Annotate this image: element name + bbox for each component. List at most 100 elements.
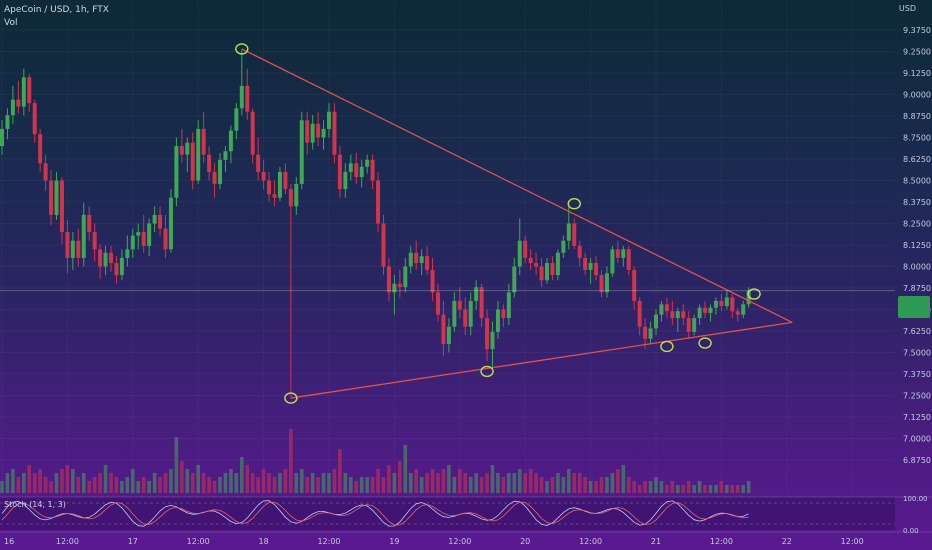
volume-bar — [387, 465, 391, 493]
candle-body — [555, 252, 560, 276]
volume-bar — [343, 473, 348, 493]
candle-body — [626, 249, 631, 270]
volume-bar — [485, 473, 489, 493]
candle-body — [408, 252, 413, 267]
candle-body — [49, 180, 54, 215]
volume-bar — [626, 477, 631, 493]
volume-bar — [180, 461, 184, 493]
volume-bar — [697, 481, 702, 493]
time-axis: 16 12:00 17 12:00 18 12:00 19 12:00 20 12:00 21 12:… — [0, 531, 932, 546]
candle-body — [501, 309, 506, 319]
volume-bar — [643, 481, 647, 493]
volume-bar — [392, 473, 397, 493]
candle-body — [588, 263, 593, 270]
price-tick-label: 7.0000 — [903, 435, 931, 444]
candle-body — [397, 283, 402, 288]
price-tick-label: 7.1250 — [903, 413, 931, 422]
volume-bar — [501, 477, 506, 493]
volume-bar — [632, 481, 636, 493]
candle-body — [381, 223, 386, 267]
pivot-markers — [235, 43, 761, 404]
volume-bar — [60, 469, 64, 493]
volume-bar — [98, 473, 102, 493]
candle-body — [332, 111, 337, 155]
candle-body — [534, 263, 539, 267]
volume-label: Vol — [4, 18, 18, 28]
candle-body — [305, 120, 310, 143]
candle-body — [648, 328, 653, 339]
volume-bar — [725, 485, 729, 493]
volume-bar — [16, 477, 21, 493]
stoch-label: Stoch (14, 1, 3) — [4, 500, 66, 509]
candle-body — [223, 151, 228, 160]
stoch-k-line — [1, 500, 749, 527]
volume-bar — [610, 473, 615, 493]
volume-bar — [686, 481, 691, 493]
candle-body — [103, 252, 108, 267]
candle-body — [125, 249, 130, 258]
volume-bar — [719, 481, 724, 493]
time-tick-label: 12:00 — [317, 537, 340, 546]
volume-bar — [163, 473, 168, 493]
candle-body — [256, 154, 261, 172]
candle-body — [659, 304, 664, 315]
candle-body — [545, 263, 549, 281]
volume-bar — [158, 477, 162, 493]
volume-bar — [283, 469, 288, 493]
volume-bar — [354, 481, 359, 493]
volume-bar — [637, 485, 642, 493]
volume-bar — [512, 473, 517, 493]
volume-bar — [654, 477, 658, 493]
time-tick-label: 12:00 — [56, 537, 79, 546]
candle-body — [479, 287, 484, 319]
candle-body — [376, 180, 381, 224]
price-tick-label: 8.8750 — [903, 112, 931, 121]
volume-bar — [708, 485, 713, 493]
candle-body — [130, 235, 135, 250]
volume-bar — [256, 477, 260, 493]
price-axis: 9.3750 9.2500 9.1250 9.0000 8.8750 8.7500 8.62… — [903, 26, 931, 465]
time-tick-label: 12:00 — [187, 537, 210, 546]
candle-body — [741, 304, 746, 315]
volume-bar — [332, 469, 337, 493]
candle-body — [179, 146, 184, 155]
volume-bar — [474, 473, 478, 493]
volume-bar — [223, 473, 228, 493]
volume-bar — [670, 481, 675, 493]
volume-bar — [605, 477, 609, 493]
volume-bar — [338, 449, 342, 493]
upper-resistance-line — [241, 48, 793, 323]
time-tick-label: 22 — [782, 537, 792, 546]
candle-body — [474, 287, 479, 301]
volume-bar — [572, 473, 577, 493]
volume-bar — [81, 473, 86, 493]
volume-bar — [109, 473, 113, 493]
candle-body — [294, 183, 299, 207]
volume-bar — [381, 477, 386, 493]
volume-bar — [730, 485, 735, 493]
candlesticks — [0, 49, 751, 398]
volume-bar — [141, 477, 146, 493]
volume-bar — [359, 477, 364, 493]
volume-bar — [305, 477, 309, 493]
volume-bar — [594, 481, 598, 493]
candle-body — [495, 309, 500, 332]
volume-bar — [22, 473, 26, 493]
candle-body — [654, 314, 658, 329]
candle-body — [615, 249, 620, 258]
candle-body — [643, 326, 648, 339]
volume-bar — [665, 485, 669, 493]
candle-body — [321, 128, 326, 138]
price-tick-label: 7.2500 — [903, 392, 931, 401]
candle-body — [245, 85, 250, 112]
currency-label: USD — [898, 4, 916, 13]
candle-body — [539, 266, 544, 281]
stoch-d-line — [1, 501, 749, 526]
price-tick-label: 9.1250 — [903, 69, 931, 78]
volume-bar — [54, 473, 59, 493]
candle-body — [436, 292, 440, 315]
candle-body — [16, 99, 21, 107]
volume-bar — [447, 465, 451, 493]
candle-body — [267, 180, 272, 195]
